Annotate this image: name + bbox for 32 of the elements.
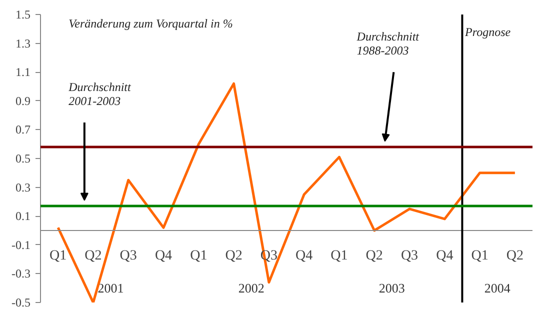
y-tick-label: 1.5	[16, 8, 30, 22]
ref-line-label: Durchschnitt 2001-2003	[68, 80, 132, 108]
x-tick-label: Q4	[436, 248, 454, 264]
y-tick-label: -0.5	[12, 296, 31, 310]
x-tick-label: Q4	[154, 248, 172, 264]
x-tick-label: Q4	[296, 248, 313, 264]
x-tick-label: Q1	[190, 248, 208, 264]
y-tick-label: 0.5	[16, 152, 30, 166]
x-tick-label: Q1	[50, 248, 67, 264]
y-tick-label: 0.9	[16, 94, 30, 108]
y-tick-label: 1.3	[16, 36, 30, 50]
y-tick-label: 1.1	[16, 65, 30, 80]
x-tick-label: Q1	[471, 248, 488, 264]
y-tick-label: 0.3	[16, 180, 30, 194]
x-tick-label: Q2	[225, 248, 242, 264]
annotation: Prognose	[464, 24, 512, 39]
x-tick-label: Q3	[400, 248, 418, 264]
x-tick-label: Q1	[330, 248, 348, 264]
ref-line-label: Durchschnitt 1988-2003	[356, 30, 420, 58]
annotation: 2001	[98, 280, 124, 296]
annotation: 2004	[484, 280, 511, 296]
x-tick-label: Q2	[366, 248, 383, 264]
y-tick-label: 0.7	[16, 122, 30, 137]
y-tick-label: -0.1	[12, 238, 31, 252]
x-tick-label: Q2	[84, 248, 102, 264]
y-tick-label: 0.1	[16, 209, 30, 224]
annotation: 2003	[378, 280, 405, 296]
x-tick-label: Q2	[506, 248, 524, 264]
chart-title: Veränderung zum Vorquartal in %	[68, 16, 233, 30]
annotation: 2002	[238, 280, 264, 296]
x-tick-label: Q3	[120, 248, 137, 264]
y-tick-label: -0.3	[12, 266, 31, 281]
